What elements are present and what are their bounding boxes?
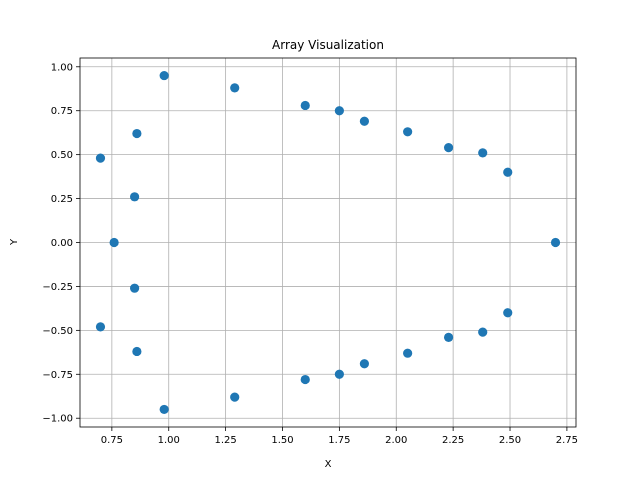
- y-tick-label: 0.75: [51, 106, 73, 117]
- data-point: [443, 332, 454, 342]
- y-axis-label: Y: [9, 238, 20, 246]
- x-tick-label: 2.25: [442, 435, 464, 446]
- data-point: [300, 374, 310, 385]
- data-point: [403, 348, 413, 358]
- y-tick-label: −0.50: [42, 326, 73, 337]
- x-tick-label: 2.75: [556, 435, 578, 446]
- data-point: [403, 127, 413, 137]
- data-point: [95, 322, 106, 332]
- data-point: [359, 116, 370, 126]
- data-point: [109, 237, 119, 248]
- x-tick-label: 1.25: [214, 435, 236, 446]
- data-point: [443, 143, 454, 153]
- x-axis-ticks: 0.75 1.00 1.25 1.50 1.75 2.00 2.25 2.50 2.75: [101, 427, 578, 446]
- data-point: [503, 308, 513, 318]
- y-axis-ticks: −1.00 −0.75 −0.50 −0.25 0.00 0.25 0.50 0.75 1.00: [42, 62, 80, 425]
- data-point: [230, 392, 240, 402]
- y-tick-label: −1.00: [42, 414, 73, 425]
- data-point: [132, 346, 142, 357]
- data-point: [95, 153, 106, 163]
- y-tick-label: 0.25: [51, 194, 73, 205]
- data-point: [300, 100, 310, 111]
- y-tick-label: −0.75: [42, 370, 73, 381]
- x-tick-label: 1.00: [158, 435, 180, 446]
- data-point: [359, 359, 370, 369]
- data-point: [130, 192, 140, 202]
- y-tick-label: 0.00: [51, 238, 73, 249]
- data-point: [130, 283, 140, 293]
- data-point: [132, 128, 142, 139]
- grid: [80, 58, 576, 427]
- x-axis-label: X: [325, 459, 332, 470]
- data-points: [95, 70, 561, 415]
- chart-title: Array Visualization: [272, 38, 384, 52]
- x-tick-label: 0.75: [101, 435, 123, 446]
- data-point: [503, 167, 513, 177]
- data-point: [478, 148, 488, 158]
- data-point: [478, 327, 488, 337]
- y-tick-label: 0.50: [51, 150, 73, 161]
- x-tick-label: 1.50: [271, 435, 293, 446]
- data-point: [159, 404, 169, 415]
- data-point: [334, 369, 344, 379]
- data-point: [230, 83, 240, 93]
- data-point: [334, 106, 344, 116]
- y-tick-label: −0.25: [42, 282, 73, 293]
- data-point: [550, 237, 561, 248]
- x-tick-label: 2.00: [385, 435, 407, 446]
- data-point: [159, 70, 169, 81]
- x-tick-label: 2.50: [499, 435, 521, 446]
- y-tick-label: 1.00: [51, 62, 73, 73]
- x-tick-label: 1.75: [328, 435, 350, 446]
